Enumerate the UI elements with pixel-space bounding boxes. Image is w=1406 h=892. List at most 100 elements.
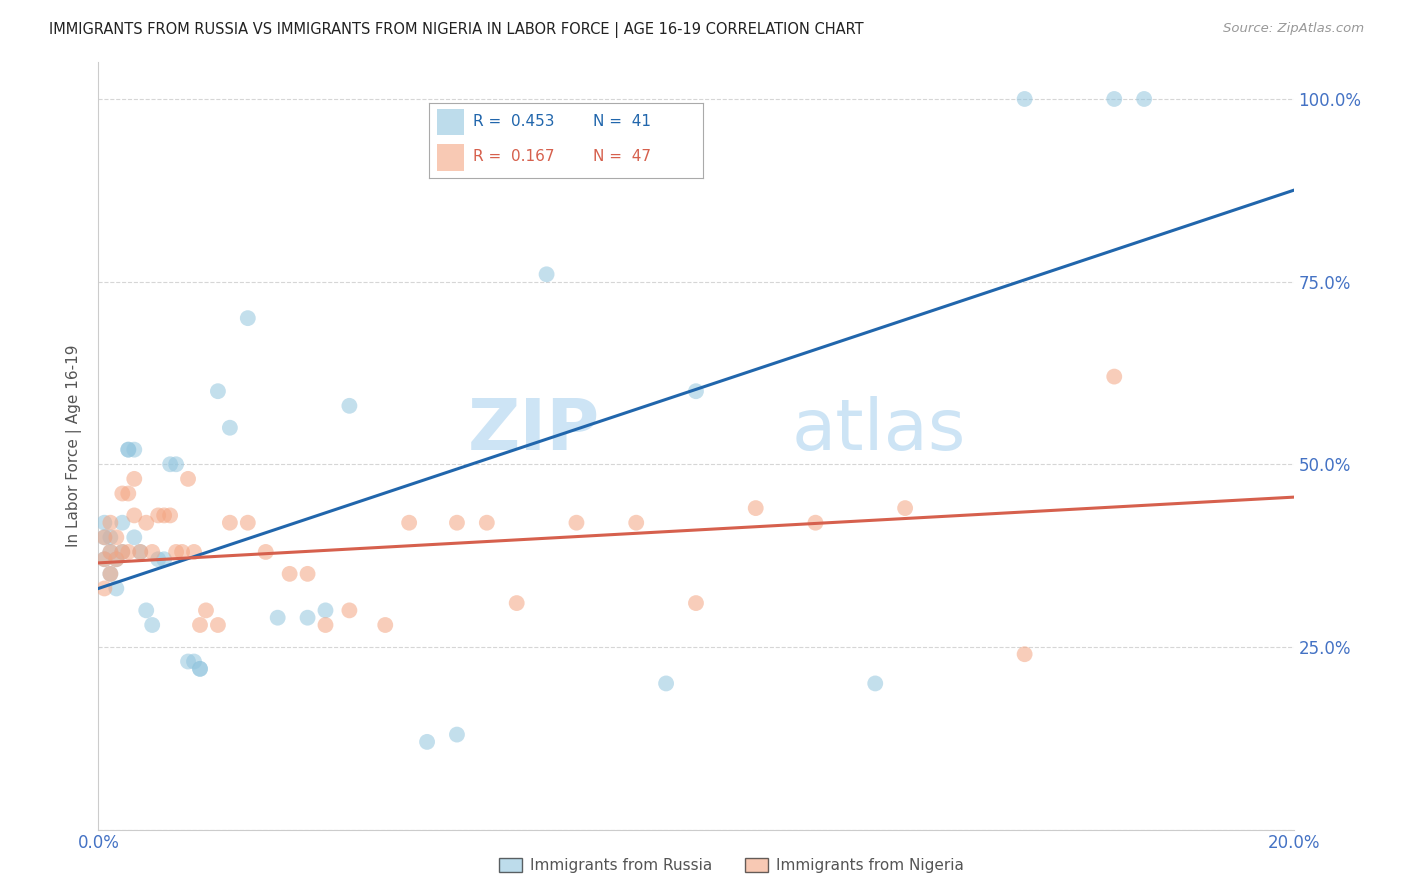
Point xyxy=(153,508,176,523)
Text: Immigrants from Russia: Immigrants from Russia xyxy=(530,858,713,872)
Point xyxy=(98,545,122,559)
Point xyxy=(804,516,827,530)
Point xyxy=(278,566,301,581)
Point xyxy=(117,486,139,500)
Text: atlas: atlas xyxy=(792,396,966,465)
Point xyxy=(111,486,134,500)
Point xyxy=(111,545,134,559)
Point xyxy=(105,552,128,566)
Point xyxy=(98,545,122,559)
Point xyxy=(236,311,259,326)
Point xyxy=(1133,92,1156,106)
Point xyxy=(446,516,468,530)
Point xyxy=(117,442,139,457)
Point xyxy=(188,662,211,676)
Point xyxy=(1104,369,1126,384)
Point xyxy=(183,655,205,669)
Point xyxy=(105,552,128,566)
Text: IMMIGRANTS FROM RUSSIA VS IMMIGRANTS FROM NIGERIA IN LABOR FORCE | AGE 16-19 COR: IMMIGRANTS FROM RUSSIA VS IMMIGRANTS FRO… xyxy=(49,22,863,38)
Bar xyxy=(437,145,464,171)
Point xyxy=(98,566,122,581)
Point xyxy=(117,442,139,457)
Point xyxy=(219,421,242,435)
Point xyxy=(894,501,917,516)
Point xyxy=(339,399,361,413)
Point xyxy=(339,603,361,617)
Point xyxy=(129,545,152,559)
Point xyxy=(148,508,170,523)
Text: ZIP: ZIP xyxy=(468,396,600,465)
Point xyxy=(98,566,122,581)
Point xyxy=(188,662,211,676)
Point xyxy=(135,516,157,530)
Point xyxy=(506,596,529,610)
Point xyxy=(165,545,187,559)
Bar xyxy=(437,109,464,136)
Point xyxy=(111,516,134,530)
Point xyxy=(297,566,319,581)
Point xyxy=(93,552,115,566)
Text: Immigrants from Nigeria: Immigrants from Nigeria xyxy=(776,858,965,872)
Point xyxy=(124,472,146,486)
Point xyxy=(148,552,170,566)
Point xyxy=(315,603,337,617)
Point xyxy=(135,603,157,617)
Point xyxy=(159,457,181,471)
Point xyxy=(159,508,181,523)
Point xyxy=(207,618,229,632)
Point xyxy=(141,618,163,632)
Point xyxy=(685,596,707,610)
Point xyxy=(172,545,194,559)
Text: N =  41: N = 41 xyxy=(593,114,651,129)
Point xyxy=(153,552,176,566)
Point xyxy=(1104,92,1126,106)
Text: R =  0.167: R = 0.167 xyxy=(472,149,554,164)
Point xyxy=(93,530,115,544)
Point xyxy=(475,516,498,530)
Point xyxy=(165,457,187,471)
Point xyxy=(117,545,139,559)
Point xyxy=(93,582,115,596)
Point xyxy=(267,610,290,624)
Point xyxy=(655,676,678,690)
Point xyxy=(536,268,558,282)
Point xyxy=(685,384,707,399)
Point xyxy=(177,655,200,669)
Point xyxy=(254,545,277,559)
Point xyxy=(207,384,229,399)
Point xyxy=(236,516,259,530)
Point xyxy=(315,618,337,632)
Point xyxy=(124,530,146,544)
Point xyxy=(219,516,242,530)
Point xyxy=(105,582,128,596)
Point xyxy=(129,545,152,559)
Text: Source: ZipAtlas.com: Source: ZipAtlas.com xyxy=(1223,22,1364,36)
Point xyxy=(188,618,211,632)
Point xyxy=(141,545,163,559)
Point xyxy=(398,516,420,530)
Point xyxy=(297,610,319,624)
Point xyxy=(626,516,648,530)
Point xyxy=(745,501,768,516)
Point xyxy=(98,516,122,530)
Point xyxy=(177,472,200,486)
Point xyxy=(183,545,205,559)
Point xyxy=(565,516,588,530)
Point xyxy=(111,545,134,559)
Point xyxy=(1014,647,1036,661)
Point xyxy=(98,530,122,544)
Point xyxy=(446,728,468,742)
Text: N =  47: N = 47 xyxy=(593,149,651,164)
Point xyxy=(105,530,128,544)
Point xyxy=(374,618,396,632)
Point xyxy=(865,676,887,690)
Y-axis label: In Labor Force | Age 16-19: In Labor Force | Age 16-19 xyxy=(66,344,83,548)
Point xyxy=(195,603,218,617)
Point xyxy=(93,530,115,544)
Point xyxy=(93,516,115,530)
Point xyxy=(93,552,115,566)
Point xyxy=(1014,92,1036,106)
Text: R =  0.453: R = 0.453 xyxy=(472,114,554,129)
Point xyxy=(416,735,439,749)
Point xyxy=(124,442,146,457)
